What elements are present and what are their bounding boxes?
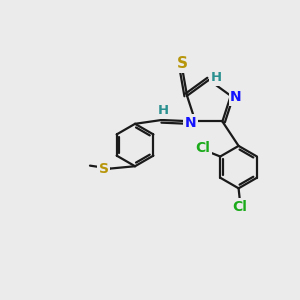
Text: Cl: Cl [232,200,247,214]
Text: S: S [98,162,109,176]
Text: S: S [177,56,188,71]
Text: Cl: Cl [195,141,210,155]
Text: H: H [158,104,169,117]
Text: N: N [184,116,196,130]
Text: H: H [211,71,222,84]
Text: N: N [230,90,242,104]
